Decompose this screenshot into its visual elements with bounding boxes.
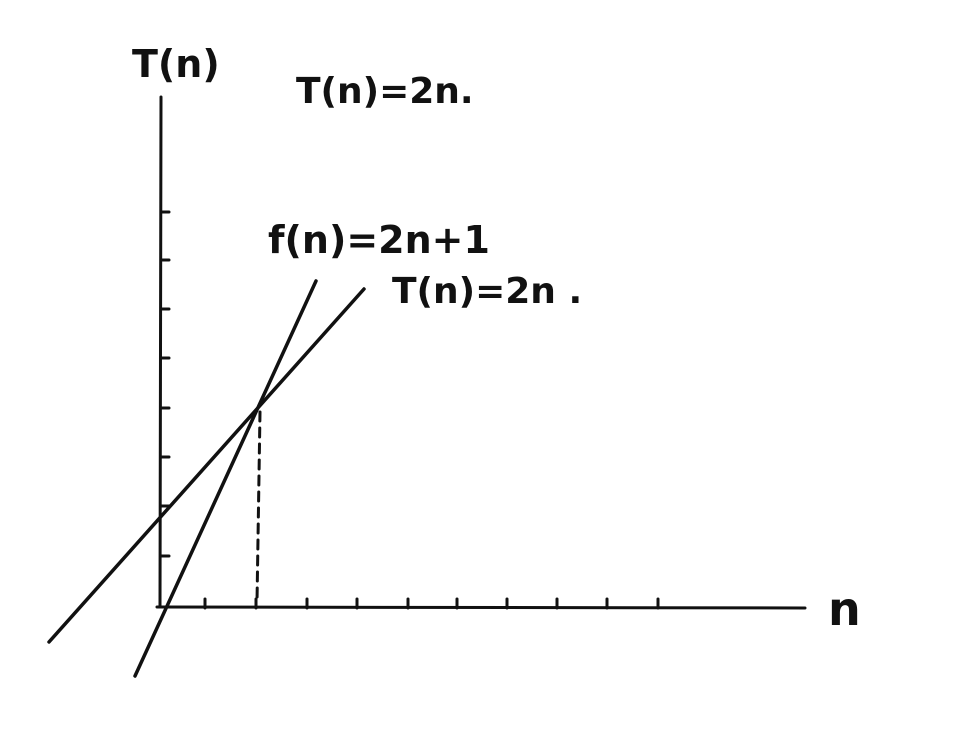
line-t-label: T(n)=2n . — [392, 271, 582, 312]
y-axis — [158, 95, 163, 608]
x-axis — [155, 605, 807, 610]
line-t-2n — [133, 279, 318, 678]
y-axis-label: T(n) — [132, 42, 220, 86]
intersection-dashed-drop — [255, 410, 262, 604]
top-equation-label: T(n)=2n. — [296, 71, 474, 112]
x-axis-label: n — [828, 582, 861, 636]
function-lines — [47, 279, 366, 678]
line-f-2n-plus-1 — [47, 287, 366, 644]
axes — [155, 95, 807, 610]
x-axis-ticks — [203, 597, 660, 610]
y-axis-ticks — [159, 210, 171, 558]
line-f-label: f(n)=2n+1 — [268, 218, 490, 262]
